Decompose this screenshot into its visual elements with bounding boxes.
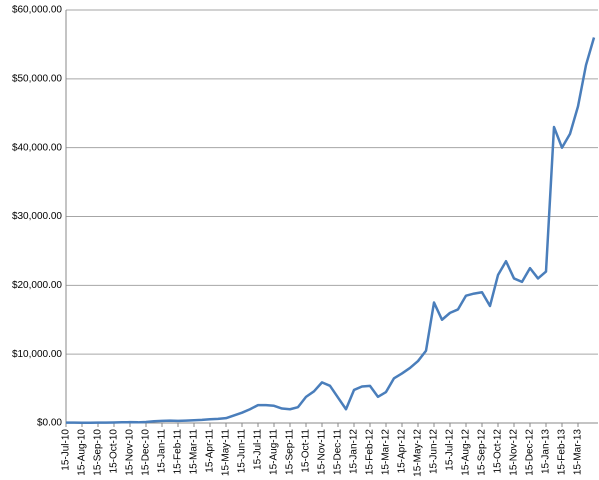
y-tick-label: $0.00 <box>37 418 62 429</box>
x-tick-label: 15-Feb-13 <box>557 429 568 476</box>
x-tick-label: 15-Jul-10 <box>61 429 72 471</box>
y-tick-label: $60,000.00 <box>12 5 62 16</box>
x-tick-label: 15-Dec-12 <box>525 429 536 476</box>
x-tick-label: 15-Oct-10 <box>109 429 120 474</box>
x-tick-label: 15-Jan-11 <box>157 429 168 474</box>
x-tick-label: 15-Dec-11 <box>333 429 344 475</box>
x-tick-label: 15-Sep-12 <box>477 429 488 476</box>
y-tick-label: $40,000.00 <box>12 142 62 153</box>
x-tick-label: 15-Mar-13 <box>573 429 584 476</box>
x-tick-label: 15-Feb-12 <box>365 429 376 476</box>
x-tick-label: 15-Aug-12 <box>461 429 472 476</box>
x-tick-label: 15-Jan-13 <box>541 429 552 474</box>
x-tick-label: 15-Sep-11 <box>285 429 296 475</box>
x-tick-label: 15-Jul-11 <box>253 429 264 470</box>
y-tick-label: $20,000.00 <box>12 280 62 291</box>
x-tick-label: 15-May-12 <box>413 429 424 477</box>
x-tick-label: 15-Sep-10 <box>93 429 104 476</box>
x-tick-label: 15-Jun-11 <box>237 429 248 474</box>
x-tick-label: 15-Mar-12 <box>381 429 392 476</box>
x-tick-label: 15-Nov-12 <box>509 429 520 476</box>
y-tick-label: $10,000.00 <box>12 349 62 360</box>
y-tick-label: $50,000.00 <box>12 73 62 84</box>
x-tick-label: 15-Oct-11 <box>301 429 312 473</box>
x-tick-label: 15-Jun-12 <box>429 429 440 474</box>
x-tick-label: 15-May-11 <box>221 429 232 476</box>
x-tick-label: 15-Jan-12 <box>349 429 360 474</box>
x-tick-label: 15-Jul-12 <box>445 429 456 471</box>
x-tick-label: 15-Mar-11 <box>189 429 200 475</box>
x-tick-label: 15-Dec-10 <box>141 429 152 476</box>
x-tick-label: 15-Aug-10 <box>77 429 88 476</box>
x-tick-label: 15-Oct-12 <box>493 429 504 474</box>
x-tick-label: 15-Aug-11 <box>269 429 280 475</box>
y-tick-label: $30,000.00 <box>12 211 62 222</box>
x-tick-label: 15-Apr-11 <box>205 429 216 473</box>
x-tick-label: 15-Feb-11 <box>173 429 184 475</box>
x-tick-label: 15-Apr-12 <box>397 429 408 474</box>
x-tick-label: 15-Nov-10 <box>125 429 136 476</box>
x-tick-label: 15-Nov-11 <box>317 429 328 475</box>
data-line <box>66 37 596 425</box>
